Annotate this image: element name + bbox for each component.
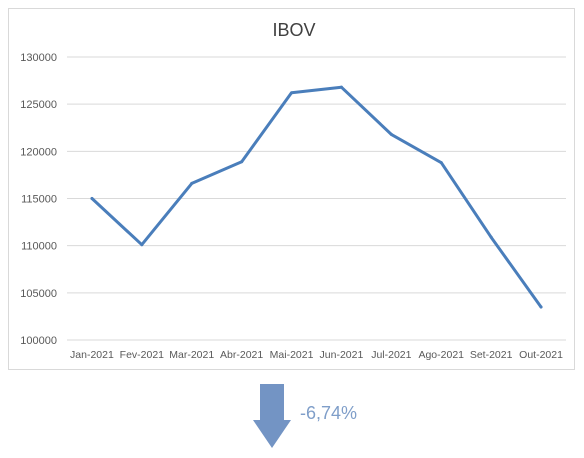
y-tick-label: 120000 [20,146,57,158]
data-point [290,91,294,95]
x-tick-label: Set-2021 [470,349,513,361]
data-point [240,160,244,164]
series-layer [90,85,543,309]
y-tick-label: 100000 [20,335,57,347]
data-point [339,85,343,89]
y-axis-ticks: 100000 105000 110000 115000 120000 125000 1300… [20,52,57,347]
x-tick-label: Ago-2021 [418,349,464,361]
x-axis-ticks: Jan-2021 Fev-2021 Mar-2021 Abr-2021 Mai-2021… [70,349,563,361]
x-tick-label: Jun-2021 [320,349,364,361]
series-line [90,85,543,309]
x-tick-label: Mar-2021 [169,349,214,361]
y-tick-label: 125000 [20,99,57,111]
x-tick-label: Mai-2021 [270,349,314,361]
x-tick-label: Jan-2021 [70,349,114,361]
change-percent: -6,74% [300,403,358,423]
data-point [90,197,94,200]
data-point [539,305,543,309]
gridlines [67,56,566,341]
chart-title: IBOV [272,20,315,40]
y-tick-label: 105000 [20,288,57,300]
line-chart: IBOV 100000 105000 110000 115000 120000 12500… [20,20,566,361]
x-tick-label: Jul-2021 [371,349,411,361]
data-point [190,181,194,185]
y-tick-label: 130000 [20,52,57,64]
data-point [489,235,493,239]
data-point [389,132,393,136]
arrow-down-icon [253,384,291,448]
chart-area: IBOV 100000 105000 110000 115000 120000 12500… [8,8,575,370]
data-point [140,243,144,247]
data-point [439,161,443,165]
x-tick-label: Out-2021 [519,349,563,361]
y-tick-label: 115000 [21,194,57,206]
y-tick-label: 110000 [21,241,57,253]
x-tick-label: Fev-2021 [120,349,165,361]
x-tick-label: Abr-2021 [220,349,263,361]
